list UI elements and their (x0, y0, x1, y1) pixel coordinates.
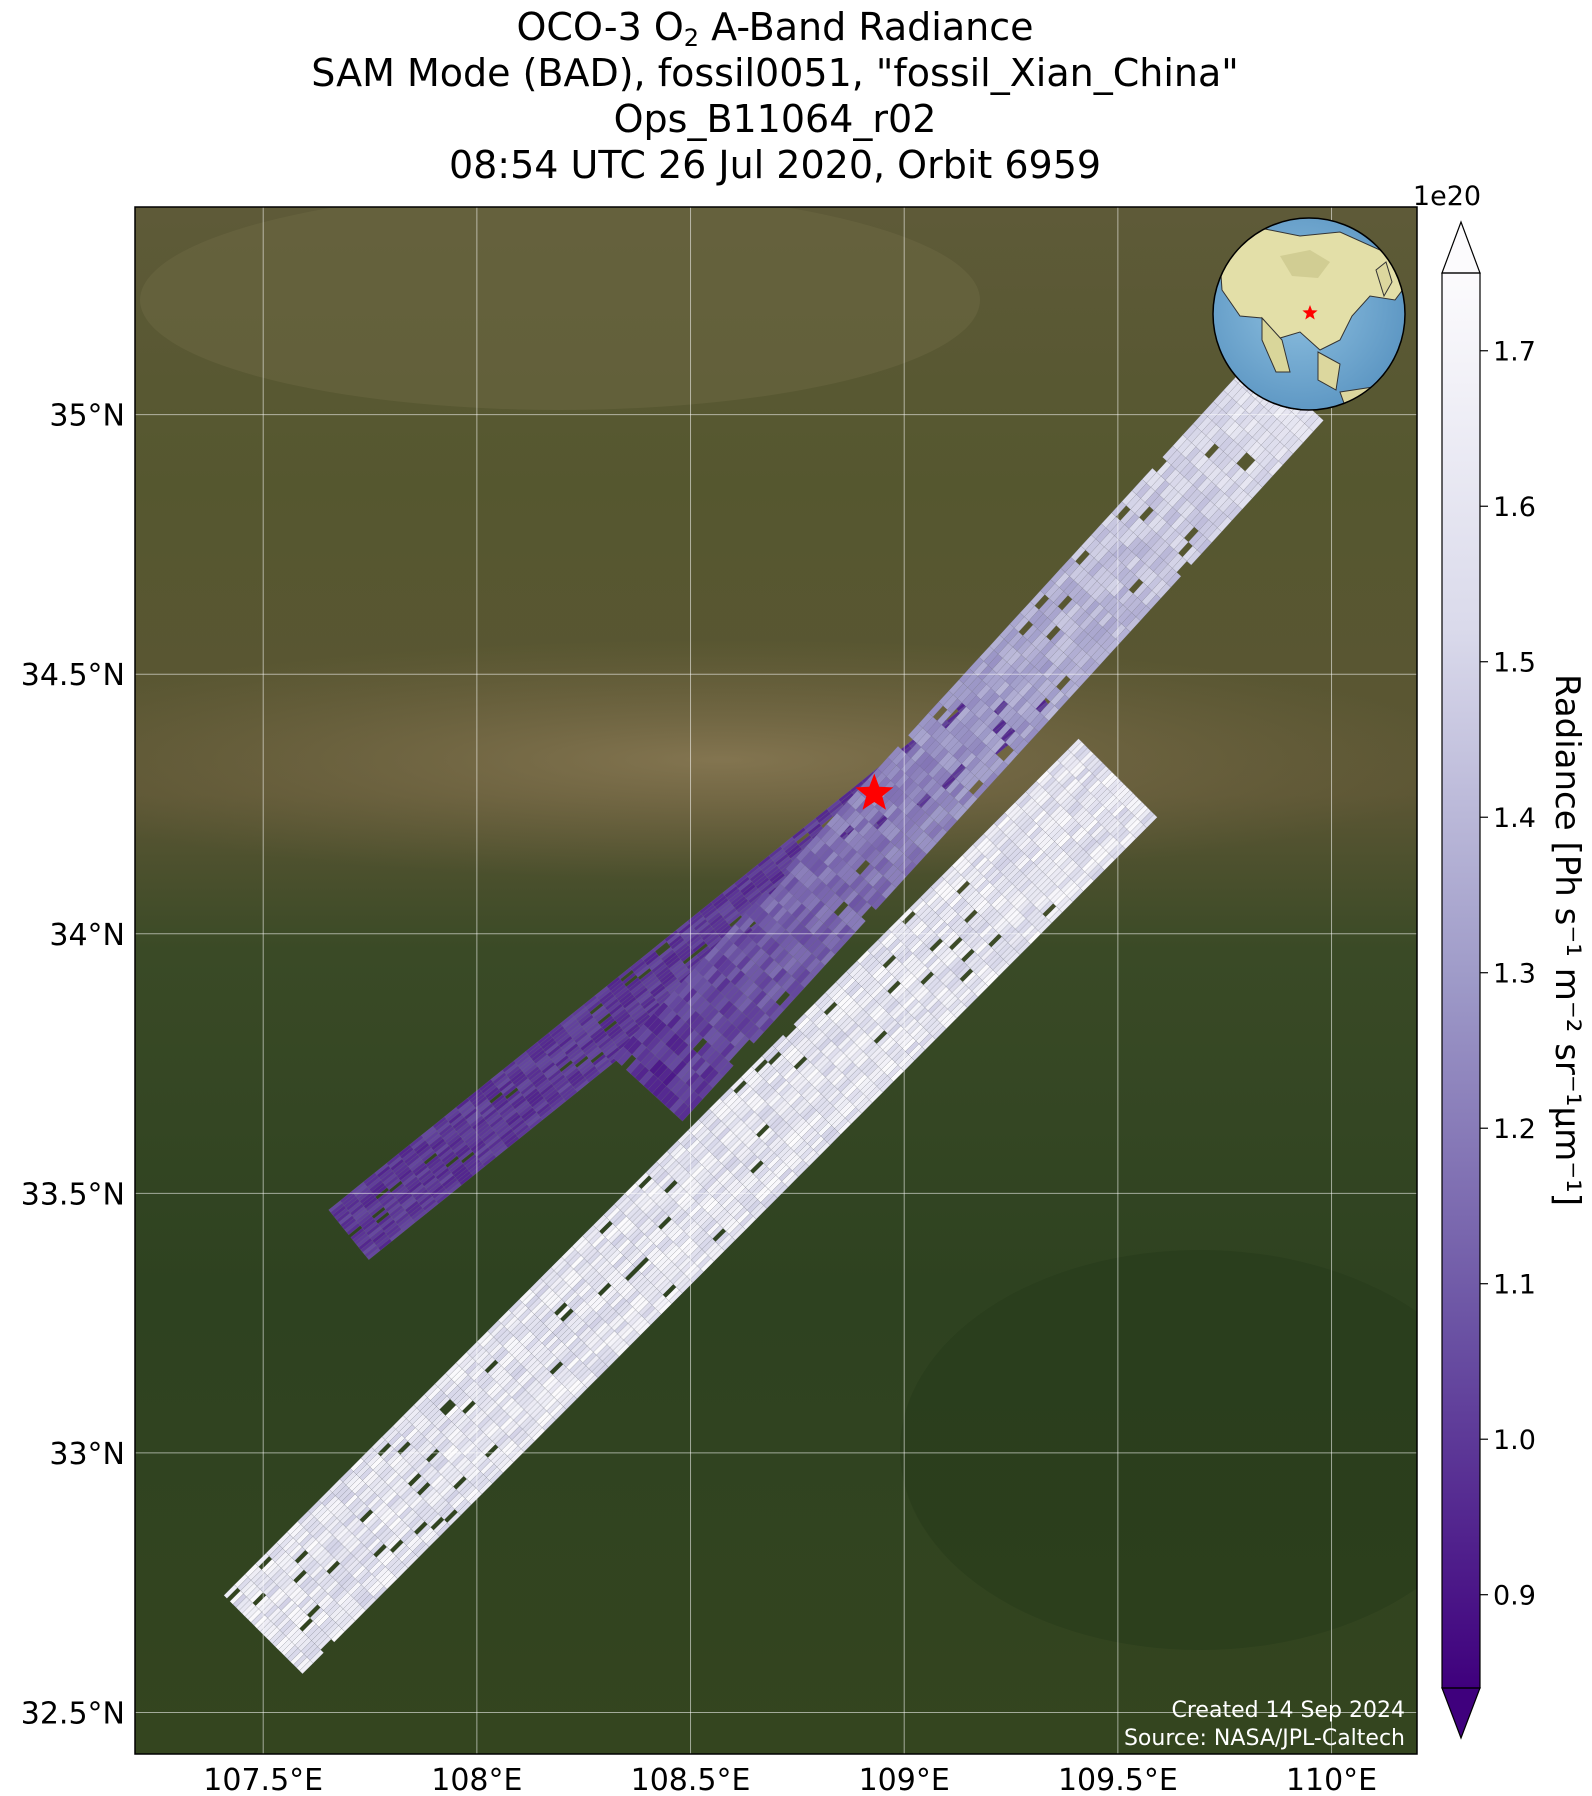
lon-tick-label: 107.5°E (203, 1763, 323, 1796)
created-note: Created 14 Sep 2024 (1172, 1698, 1406, 1723)
source-note: Source: NASA/JPL-Caltech (1124, 1726, 1405, 1751)
lon-tick-label: 109°E (859, 1763, 950, 1796)
colorbar-gradient (1442, 273, 1480, 1688)
target-marker (855, 773, 894, 810)
map-frame (134, 206, 1418, 1755)
radiance-swaths (223, 356, 1324, 1675)
colorbar-tick-label: 0.9 (1493, 1581, 1536, 1612)
title-line-1: OCO-3 O2 A-Band Radiance (516, 5, 1034, 52)
graticule (135, 207, 1417, 1754)
wei-river-plain (135, 640, 1417, 880)
longitude-tick-labels: 107.5°E 108°E 108.5°E 109°E 109.5°E 110°E (203, 1763, 1377, 1796)
colorbar-label: Radiance [Ph s⁻¹ m⁻² sr⁻¹µm⁻¹] (1547, 674, 1587, 1206)
colorbar: 1e20 0.9 1.0 1.1 1.2 1.3 1.4 1.5 1.6 1.7 Radianc… (1413, 181, 1587, 1740)
title-line-3: Ops_B11064_r02 (613, 97, 937, 141)
lon-tick-label: 108°E (431, 1763, 522, 1796)
colorbar-tick-label: 1.3 (1493, 959, 1536, 990)
lat-tick-label: 33°N (49, 1437, 125, 1472)
colorbar-tick-label: 1.7 (1493, 337, 1536, 368)
target-star-icon (855, 773, 894, 810)
swath-3 (223, 738, 1158, 1675)
colorbar-extend-top (1441, 220, 1481, 274)
lat-tick-label: 32.5°N (21, 1696, 125, 1731)
loess-plateau-patch (140, 207, 980, 410)
colorbar-tick-label: 1.5 (1493, 648, 1536, 679)
colorbar-tick-label: 1.2 (1493, 1114, 1536, 1145)
title-line-2: SAM Mode (BAD), fossil0051, "fossil_Xian… (311, 51, 1239, 95)
lat-tick-label: 34°N (49, 918, 125, 953)
globe-target-star-icon (1302, 305, 1318, 320)
lat-tick-label: 35°N (49, 399, 125, 434)
colorbar-tick-label: 1.1 (1493, 1270, 1536, 1301)
colorbar-tick-label: 1.4 (1493, 803, 1536, 834)
lat-tick-label: 34.5°N (21, 658, 125, 693)
title-line-4: 08:54 UTC 26 Jul 2020, Orbit 6959 (448, 143, 1102, 187)
mountain-shadow (900, 1250, 1417, 1650)
lon-tick-label: 108.5°E (631, 1763, 751, 1796)
latitude-tick-labels: 35°N 34.5°N 34°N 33.5°N 33°N 32.5°N (21, 399, 125, 1732)
colorbar-tick-label: 1.6 (1493, 492, 1536, 523)
inset-globe (1212, 217, 1406, 411)
colorbar-extend-bottom (1441, 1687, 1481, 1740)
lon-tick-label: 110°E (1286, 1763, 1377, 1796)
lat-tick-label: 33.5°N (21, 1177, 125, 1212)
colorbar-tick-label: 1.0 (1493, 1425, 1536, 1456)
colorbar-ticks: 0.9 1.0 1.1 1.2 1.3 1.4 1.5 1.6 1.7 (1480, 337, 1536, 1612)
figure-title: OCO-3 O2 A-Band Radiance SAM Mode (BAD),… (0, 4, 1550, 188)
lon-tick-label: 109.5°E (1058, 1763, 1178, 1796)
colorbar-scale-label: 1e20 (1413, 181, 1481, 212)
